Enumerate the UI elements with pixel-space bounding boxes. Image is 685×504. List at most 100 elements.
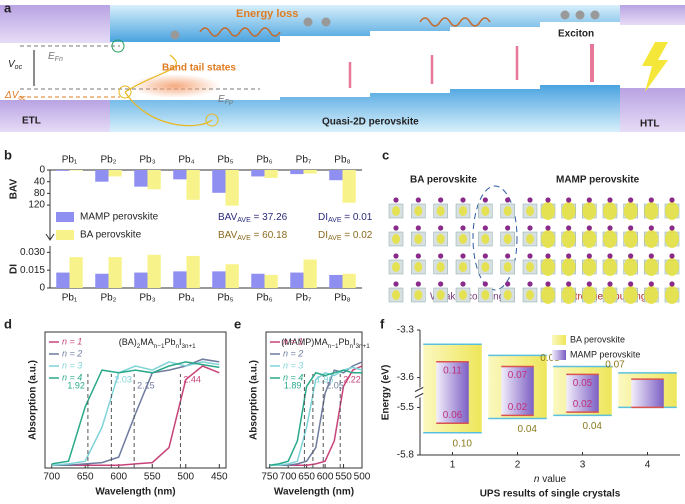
x-axis-title: Wavelength (nm)	[274, 487, 354, 498]
bar	[147, 254, 161, 288]
text-part: E	[218, 94, 225, 105]
bar	[264, 170, 278, 178]
band-tail-glow	[130, 74, 220, 98]
charge-density	[392, 234, 400, 244]
offset-label: 0.06	[443, 410, 463, 421]
recombination-path	[124, 54, 213, 127]
charge-density	[644, 202, 659, 220]
text-part: value	[539, 474, 566, 485]
bandgap-label: 1.89	[284, 380, 302, 390]
iodine-atom	[482, 197, 488, 203]
bandgap-label: 1.92	[67, 380, 85, 390]
bandgap-label: 1.96	[316, 374, 334, 384]
iodine-atom	[586, 281, 592, 287]
iodine-atom	[505, 253, 511, 259]
text-part: AVE	[328, 235, 342, 242]
text-part: E	[48, 51, 55, 62]
text-part: ΔV	[4, 90, 20, 101]
iodine-atom	[438, 281, 444, 287]
x-tick-label: Pb₃	[139, 155, 155, 166]
y-tick-label: 120	[28, 200, 45, 211]
iodine-atom	[669, 253, 675, 259]
axis-arrow	[45, 233, 55, 241]
charge-density	[414, 206, 423, 216]
text-part: Pb	[164, 337, 175, 347]
text-part: 3n+1	[356, 343, 371, 350]
legend-label: n = 4	[62, 372, 82, 382]
charge-density	[665, 258, 679, 276]
charge-density	[561, 230, 576, 248]
iodine-atom	[415, 281, 421, 287]
x-tick-label: Pb₅	[217, 293, 233, 304]
bar	[56, 170, 70, 171]
structure-title: MAMP perovskite	[556, 175, 640, 186]
legend-label: n = 1	[62, 336, 82, 346]
iodine-atom	[648, 253, 654, 259]
x-tick-label: Pb₁	[62, 293, 78, 304]
charge-density	[436, 206, 445, 216]
legend-label: n = 1	[283, 336, 303, 346]
x-tick-label: 700	[280, 472, 297, 483]
x-tick-label: 550	[335, 472, 352, 483]
charge-density	[414, 262, 423, 272]
charge-density	[665, 202, 679, 220]
text-part: = 37.26	[251, 212, 288, 223]
charge-density	[623, 286, 638, 304]
offset-label: 0.07	[605, 359, 625, 370]
text-part: Fn	[55, 56, 63, 63]
valence-band	[110, 85, 620, 132]
y-axis-title: Absorption (a.u.)	[249, 360, 260, 440]
x-tick-label: 550	[144, 472, 161, 483]
iodine-atom	[527, 225, 533, 231]
series-line	[51, 361, 220, 465]
text-part: 2	[137, 343, 141, 350]
x-tick-label: 650	[77, 472, 94, 483]
carrier	[321, 17, 331, 27]
x-tick-label: 750	[261, 472, 278, 483]
y-tick-label: -5.8	[397, 450, 415, 461]
carrier	[590, 10, 600, 20]
panel-c: BA perovskite MAMP perovskite Weaker cou…	[388, 175, 680, 304]
offset-label: 0.04	[583, 421, 603, 432]
plot-frame	[44, 331, 227, 469]
x-axis-title: n value	[534, 474, 567, 485]
charge-density	[561, 258, 576, 276]
charge-density	[481, 290, 490, 300]
iodine-atom	[505, 197, 511, 203]
x-tick-label: 1	[450, 460, 456, 471]
charge-density	[392, 206, 400, 216]
bandgap-label: 2.44	[183, 374, 201, 384]
iodine-atom	[438, 225, 444, 231]
bar	[225, 170, 239, 206]
bar	[56, 272, 70, 288]
bar	[108, 170, 122, 177]
bandgap-label: 2.05	[326, 380, 344, 390]
iodine-atom	[415, 225, 421, 231]
charge-density	[665, 230, 679, 248]
y-tick-label: -3.6	[397, 372, 415, 383]
x-tick-label: Pb₅	[217, 155, 233, 166]
charge-density	[541, 230, 555, 248]
text-part: MA	[140, 337, 154, 347]
legend-label: MAMP perovskite	[80, 212, 159, 223]
charge-density	[603, 258, 617, 276]
charge-density	[644, 258, 659, 276]
x-axis-title: Wavelength (nm)	[95, 487, 175, 498]
bar	[108, 257, 122, 288]
bar	[329, 170, 343, 181]
text-part: oc	[15, 64, 23, 71]
energy-loss-label: Energy loss	[236, 8, 298, 20]
legend-swatch	[552, 335, 566, 345]
carrier	[560, 10, 570, 20]
iodine-atom	[438, 253, 444, 259]
charge-density	[459, 206, 467, 216]
exciton-label: Exciton	[558, 29, 594, 40]
bar	[147, 170, 161, 190]
carrier	[575, 10, 585, 20]
offset-label: 0.11	[443, 365, 462, 376]
bar	[134, 170, 148, 187]
charge-density	[436, 234, 445, 244]
level-box	[436, 361, 469, 424]
bar	[186, 170, 200, 200]
offset-label: 0.02	[508, 402, 528, 413]
